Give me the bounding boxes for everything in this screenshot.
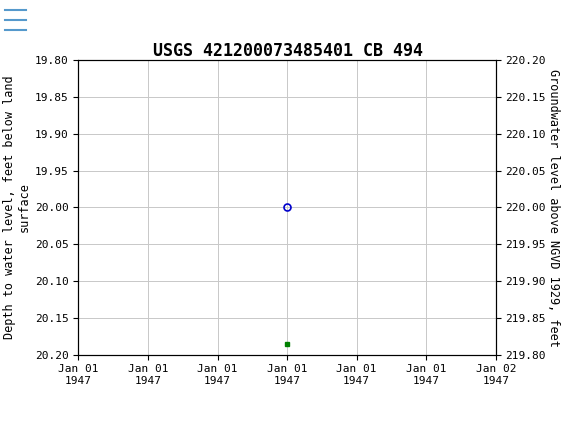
- Text: USGS 421200073485401 CB 494: USGS 421200073485401 CB 494: [153, 42, 423, 60]
- Y-axis label: Depth to water level, feet below land
surface: Depth to water level, feet below land su…: [3, 76, 31, 339]
- Y-axis label: Groundwater level above NGVD 1929, feet: Groundwater level above NGVD 1929, feet: [547, 68, 560, 347]
- Bar: [3, 3, 67, 37]
- Legend: Period of approved data: Period of approved data: [179, 426, 396, 430]
- Text: USGS: USGS: [32, 11, 87, 29]
